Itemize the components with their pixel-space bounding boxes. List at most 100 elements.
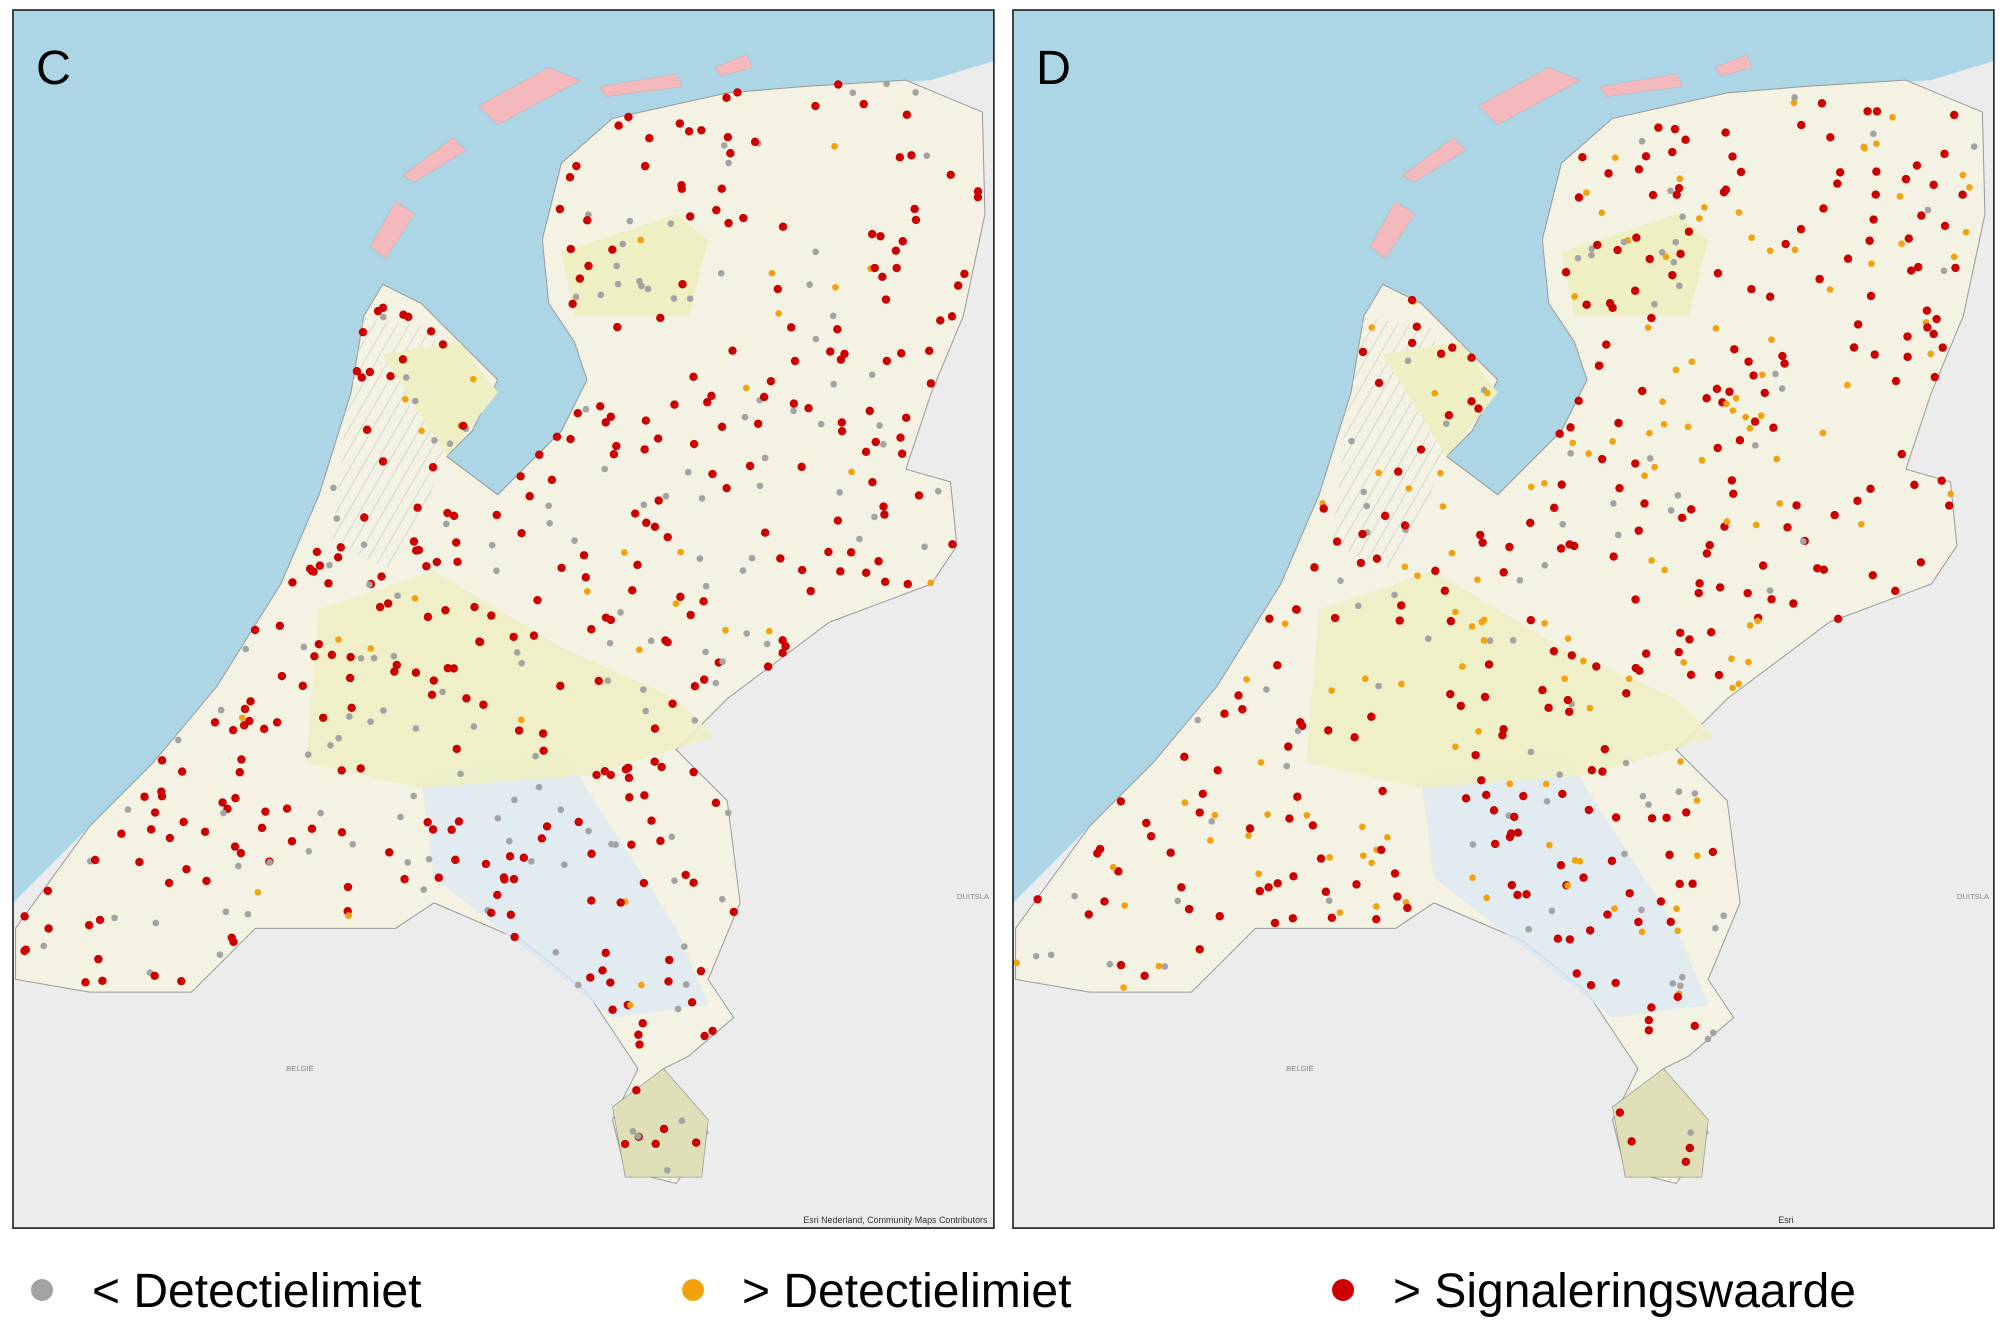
sample-dot [1680, 658, 1687, 666]
sample-dot [865, 406, 874, 416]
country-label: DUITSLA [957, 892, 990, 901]
sample-dot [1951, 263, 1960, 273]
sample-dot [812, 335, 820, 343]
sample-dot [402, 395, 409, 403]
sample-dot [833, 516, 843, 525]
sample-dot [1938, 343, 1947, 352]
sample-dot [1546, 841, 1553, 849]
sample-dot [431, 437, 438, 444]
sample-dot [829, 312, 837, 320]
sample-dot [1543, 798, 1551, 805]
sample-dot [1833, 614, 1843, 624]
sample-dot [881, 295, 891, 304]
sample-dot [1195, 808, 1204, 817]
sample-dot [1696, 215, 1703, 222]
sample-dot [1641, 152, 1651, 161]
sample-dot [898, 237, 907, 246]
sample-dot [1704, 1035, 1712, 1043]
sample-dot [790, 407, 797, 415]
sample-dot [449, 511, 459, 521]
sample-dot [1270, 918, 1280, 928]
sample-dot [370, 654, 378, 662]
sample-dot [1505, 542, 1514, 552]
sample-dot [345, 673, 355, 683]
sample-dot [1638, 906, 1645, 914]
sample-dot [509, 632, 518, 642]
sample-dot [1940, 149, 1949, 159]
sample-dot [1640, 499, 1649, 508]
sample-dot [661, 636, 670, 645]
sample-dot [621, 765, 631, 774]
sample-dot [665, 955, 674, 965]
legend-label: > Detectielimiet [742, 1265, 1071, 1318]
sample-dot [242, 645, 249, 653]
sample-dot [157, 787, 166, 796]
sample-dot [1516, 576, 1524, 584]
sample-dot [1681, 135, 1690, 144]
sample-dot [475, 637, 485, 647]
sample-dot [750, 137, 760, 147]
sample-dot [867, 229, 877, 239]
sample-dot [667, 220, 675, 227]
sample-dot [312, 547, 322, 557]
sample-dot [402, 374, 410, 381]
sample-dot [84, 920, 94, 930]
sample-dot [640, 686, 647, 693]
sample-dot [1293, 792, 1302, 801]
legend-swatch [1332, 1279, 1354, 1301]
sample-dot [763, 662, 773, 671]
legend-swatch [682, 1279, 704, 1301]
sample-dot [1708, 847, 1718, 857]
sample-dot [1729, 489, 1738, 499]
sample-dot [1194, 716, 1202, 724]
sample-dot [1436, 349, 1446, 358]
sample-dot [743, 630, 750, 637]
highlight-region [1561, 214, 1709, 317]
sample-dot [177, 976, 186, 986]
sample-dot [834, 80, 843, 89]
sample-dot [318, 713, 328, 722]
sample-dot [1324, 726, 1333, 735]
sample-dot [1556, 771, 1563, 778]
sample-dot [848, 468, 855, 476]
sample-dot [552, 949, 560, 956]
sample-dot [1669, 980, 1677, 987]
sample-dot [174, 736, 182, 744]
sample-dot [703, 398, 712, 407]
sample-dot [1720, 912, 1728, 920]
sample-dot [696, 555, 704, 562]
sample-dot [1746, 424, 1754, 432]
sample-dot [447, 825, 456, 834]
sample-dot [1776, 500, 1784, 507]
sample-dot [446, 440, 454, 447]
sample-dot [608, 245, 617, 254]
sample-dot [1400, 521, 1410, 530]
sample-dot [1328, 687, 1335, 694]
sample-dot [378, 457, 388, 466]
sample-dot [1695, 579, 1704, 588]
sample-dot [519, 853, 529, 862]
sample-dot [1673, 905, 1680, 913]
sample-dot [506, 910, 516, 919]
sample-dot [1579, 873, 1588, 882]
sample-dot [479, 700, 488, 709]
sample-dot [1609, 438, 1616, 445]
sample-dot [678, 1117, 686, 1125]
sample-dot [1747, 284, 1756, 294]
sample-dot [1474, 576, 1481, 583]
sample-dot [146, 825, 156, 834]
sample-dot [1765, 292, 1775, 301]
sample-dot [1769, 423, 1778, 432]
sample-dot [1958, 190, 1967, 199]
sample-dot [1853, 496, 1862, 506]
sample-dot [343, 882, 353, 892]
sample-dot [689, 439, 699, 449]
sample-dot [1106, 960, 1113, 968]
sample-dot [702, 582, 710, 590]
sample-dot [861, 568, 871, 577]
sample-dot [817, 420, 825, 428]
island [599, 73, 684, 98]
sample-dot [360, 541, 368, 549]
sample-dot [633, 560, 642, 570]
sample-dot [1897, 449, 1906, 459]
